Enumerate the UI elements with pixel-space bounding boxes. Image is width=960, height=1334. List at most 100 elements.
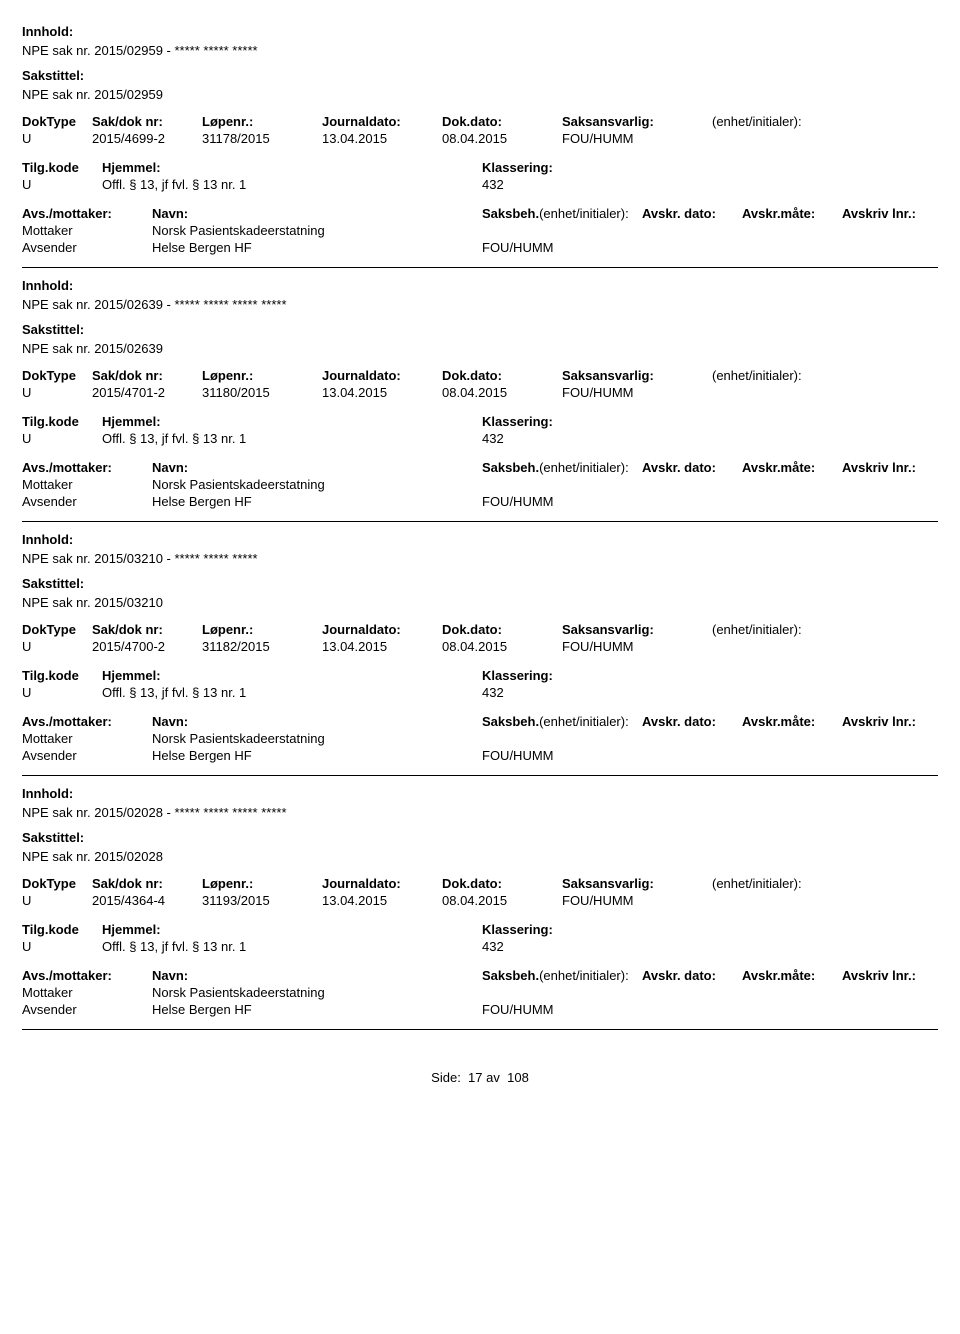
tilgkode-value: U [22,939,102,954]
lopenr-value: 31182/2015 [202,639,322,654]
innhold-text: NPE sak nr. 2015/03210 - ***** ***** ***… [22,551,938,566]
party-header-row: Avs./mottaker: Navn: Saksbeh.(enhet/init… [22,460,938,475]
klassering-label: Klassering: [482,414,782,429]
sakdoknr-value: 2015/4699-2 [92,131,202,146]
hjemmel-value: Offl. § 13, jf fvl. § 13 nr. 1 [102,685,482,700]
mottaker-role: Mottaker [22,731,152,746]
sakstittel-label: Sakstittel: [22,830,938,845]
sakstittel-label: Sakstittel: [22,576,938,591]
mottaker-navn: Norsk Pasientskadeerstatning [152,731,482,746]
dokdato-value: 08.04.2015 [442,893,562,908]
hjemmel-label: Hjemmel: [102,414,482,429]
page-footer: Side: 17 av 108 [22,1070,938,1085]
tilgkode-value: U [22,177,102,192]
innhold-label: Innhold: [22,278,938,293]
sakdoknr-label: Sak/dok nr: [92,368,202,383]
hjemmel-value: Offl. § 13, jf fvl. § 13 nr. 1 [102,431,482,446]
party-header-row: Avs./mottaker: Navn: Saksbeh.(enhet/init… [22,968,938,983]
sakdoknr-label: Sak/dok nr: [92,876,202,891]
mottaker-role: Mottaker [22,223,152,238]
footer-sep: av [486,1070,500,1085]
hjemmel-label: Hjemmel: [102,668,482,683]
access-data-row: U Offl. § 13, jf fvl. § 13 nr. 1 432 [22,177,938,192]
sakdoknr-value: 2015/4700-2 [92,639,202,654]
avskriv-lnr-label: Avskriv lnr.: [842,460,942,475]
doktype-label: DokType [22,876,92,891]
klassering-value: 432 [482,685,782,700]
dokdato-label: Dok.dato: [442,622,562,637]
footer-label: Side: [431,1070,461,1085]
avsender-enhet: FOU/HUMM [482,240,782,255]
lopenr-value: 31180/2015 [202,385,322,400]
hjemmel-label: Hjemmel: [102,160,482,175]
access-header-row: Tilg.kode Hjemmel: Klassering: [22,922,938,937]
meta-data-row: U 2015/4364-4 31193/2015 13.04.2015 08.0… [22,893,938,908]
saksbeh-label: Saksbeh.(enhet/initialer): [482,714,642,729]
avsender-navn: Helse Bergen HF [152,494,482,509]
journal-entry: Innhold: NPE sak nr. 2015/02028 - ***** … [22,786,938,1030]
access-data-row: U Offl. § 13, jf fvl. § 13 nr. 1 432 [22,939,938,954]
avsender-navn: Helse Bergen HF [152,240,482,255]
klassering-value: 432 [482,177,782,192]
avsender-navn: Helse Bergen HF [152,748,482,763]
navn-label: Navn: [152,460,482,475]
journaldato-label: Journaldato: [322,368,442,383]
journaldato-value: 13.04.2015 [322,385,442,400]
sakdoknr-value: 2015/4701-2 [92,385,202,400]
meta-data-row: U 2015/4700-2 31182/2015 13.04.2015 08.0… [22,639,938,654]
doktype-value: U [22,893,92,908]
klassering-label: Klassering: [482,160,782,175]
access-header-row: Tilg.kode Hjemmel: Klassering: [22,414,938,429]
saksbeh-label: Saksbeh.(enhet/initialer): [482,460,642,475]
journaldato-value: 13.04.2015 [322,893,442,908]
avskr-mate-label: Avskr.måte: [742,460,842,475]
tilgkode-value: U [22,431,102,446]
tilgkode-label: Tilg.kode [22,414,102,429]
lopenr-value: 31193/2015 [202,893,322,908]
footer-total: 108 [507,1070,529,1085]
avs-mottaker-label: Avs./mottaker: [22,206,152,221]
dokdato-value: 08.04.2015 [442,131,562,146]
sakstittel-label: Sakstittel: [22,322,938,337]
sakstittel-text: NPE sak nr. 2015/02639 [22,341,938,356]
doktype-label: DokType [22,622,92,637]
doktype-label: DokType [22,114,92,129]
saksbeh-label: Saksbeh.(enhet/initialer): [482,206,642,221]
mottaker-role: Mottaker [22,477,152,492]
avsender-role: Avsender [22,748,152,763]
journaldato-label: Journaldato: [322,114,442,129]
innhold-text: NPE sak nr. 2015/02639 - ***** ***** ***… [22,297,938,312]
meta-data-row: U 2015/4699-2 31178/2015 13.04.2015 08.0… [22,131,938,146]
dokdato-label: Dok.dato: [442,114,562,129]
saksansvarlig-label: Saksansvarlig: [562,114,712,129]
lopenr-label: Løpenr.: [202,622,322,637]
sakstittel-text: NPE sak nr. 2015/02028 [22,849,938,864]
party-header-row: Avs./mottaker: Navn: Saksbeh.(enhet/init… [22,714,938,729]
mottaker-row: Mottaker Norsk Pasientskadeerstatning [22,985,938,1000]
avskr-mate-label: Avskr.måte: [742,206,842,221]
sakstittel-text: NPE sak nr. 2015/03210 [22,595,938,610]
doktype-label: DokType [22,368,92,383]
innhold-text: NPE sak nr. 2015/02028 - ***** ***** ***… [22,805,938,820]
meta-data-row: U 2015/4701-2 31180/2015 13.04.2015 08.0… [22,385,938,400]
innhold-label: Innhold: [22,532,938,547]
avskr-dato-label: Avskr. dato: [642,714,742,729]
meta-header-row: DokType Sak/dok nr: Løpenr.: Journaldato… [22,876,938,891]
journaldato-value: 13.04.2015 [322,131,442,146]
navn-label: Navn: [152,714,482,729]
avsender-role: Avsender [22,494,152,509]
avskriv-lnr-label: Avskriv lnr.: [842,714,942,729]
saksansvarlig-label: Saksansvarlig: [562,622,712,637]
enhet-initialer-label: (enhet/initialer): [712,114,872,129]
saksansvarlig-value: FOU/HUMM [562,639,712,654]
access-header-row: Tilg.kode Hjemmel: Klassering: [22,668,938,683]
party-header-row: Avs./mottaker: Navn: Saksbeh.(enhet/init… [22,206,938,221]
tilgkode-value: U [22,685,102,700]
sakstittel-text: NPE sak nr. 2015/02959 [22,87,938,102]
lopenr-value: 31178/2015 [202,131,322,146]
doktype-value: U [22,385,92,400]
avskr-dato-label: Avskr. dato: [642,206,742,221]
saksansvarlig-value: FOU/HUMM [562,385,712,400]
navn-label: Navn: [152,206,482,221]
innhold-label: Innhold: [22,24,938,39]
